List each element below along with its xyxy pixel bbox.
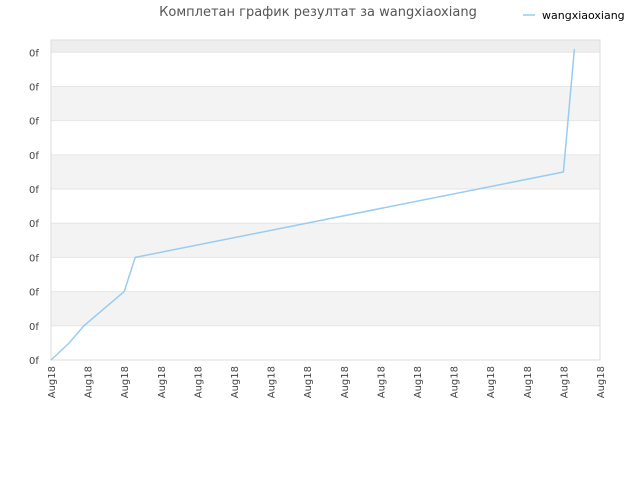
series-line <box>50 48 576 361</box>
gridlines <box>51 51 600 361</box>
y-axis-ticks: 0f 0f 0f 0f 0f 0f 0f 0f 0f 0f <box>29 48 39 367</box>
plot-border <box>50 39 601 361</box>
plot-band <box>51 86 600 121</box>
x-tick-label: Aug18 <box>486 366 497 398</box>
y-tick-label: 0f <box>29 288 39 299</box>
x-tick-label: Aug18 <box>559 366 570 398</box>
y-tick-label: 0f <box>29 48 39 59</box>
x-tick-label: Aug18 <box>596 366 607 398</box>
y-tick-label: 0f <box>29 356 39 367</box>
plot-band <box>51 291 600 326</box>
x-tick-label: Aug18 <box>47 366 58 398</box>
plot-band <box>51 40 600 53</box>
plot-band <box>51 325 600 360</box>
y-tick-label: 0f <box>29 185 39 196</box>
plot-bands <box>51 40 600 360</box>
x-axis-ticks: Aug18 Aug18 Aug18 Aug18 Aug18 Aug18 Aug18 Aug18… <box>47 366 607 398</box>
x-tick-label: Aug18 <box>376 366 387 398</box>
x-tick-label: Aug18 <box>303 366 314 398</box>
x-tick-label: Aug18 <box>450 366 461 398</box>
x-tick-label: Aug18 <box>120 366 131 398</box>
chart-title: Комплетан график резултат за wangxiaoxia… <box>159 5 477 20</box>
plot-band <box>51 154 600 190</box>
plot-band <box>51 120 600 155</box>
y-tick-label: 0f <box>29 82 39 93</box>
x-tick-label: Aug18 <box>230 366 241 398</box>
y-tick-label: 0f <box>29 219 39 230</box>
plot-band <box>51 223 600 258</box>
plot-band <box>51 189 600 224</box>
series-lines <box>50 48 576 361</box>
x-tick-label: Aug18 <box>193 366 204 398</box>
y-tick-label: 0f <box>29 253 39 264</box>
x-tick-label: Aug18 <box>413 366 424 398</box>
y-tick-label: 0f <box>29 322 39 333</box>
y-tick-label: 0f <box>29 117 39 128</box>
x-tick-label: Aug18 <box>84 366 95 398</box>
legend-label: wangxiaoxiang <box>542 9 625 22</box>
x-tick-label: Aug18 <box>157 366 168 398</box>
x-tick-label: Aug18 <box>267 366 278 398</box>
plot-band <box>51 257 600 292</box>
plot-band <box>51 52 600 87</box>
x-tick-label: Aug18 <box>523 366 534 398</box>
x-tick-label: Aug18 <box>340 366 351 398</box>
y-tick-label: 0f <box>29 151 39 162</box>
